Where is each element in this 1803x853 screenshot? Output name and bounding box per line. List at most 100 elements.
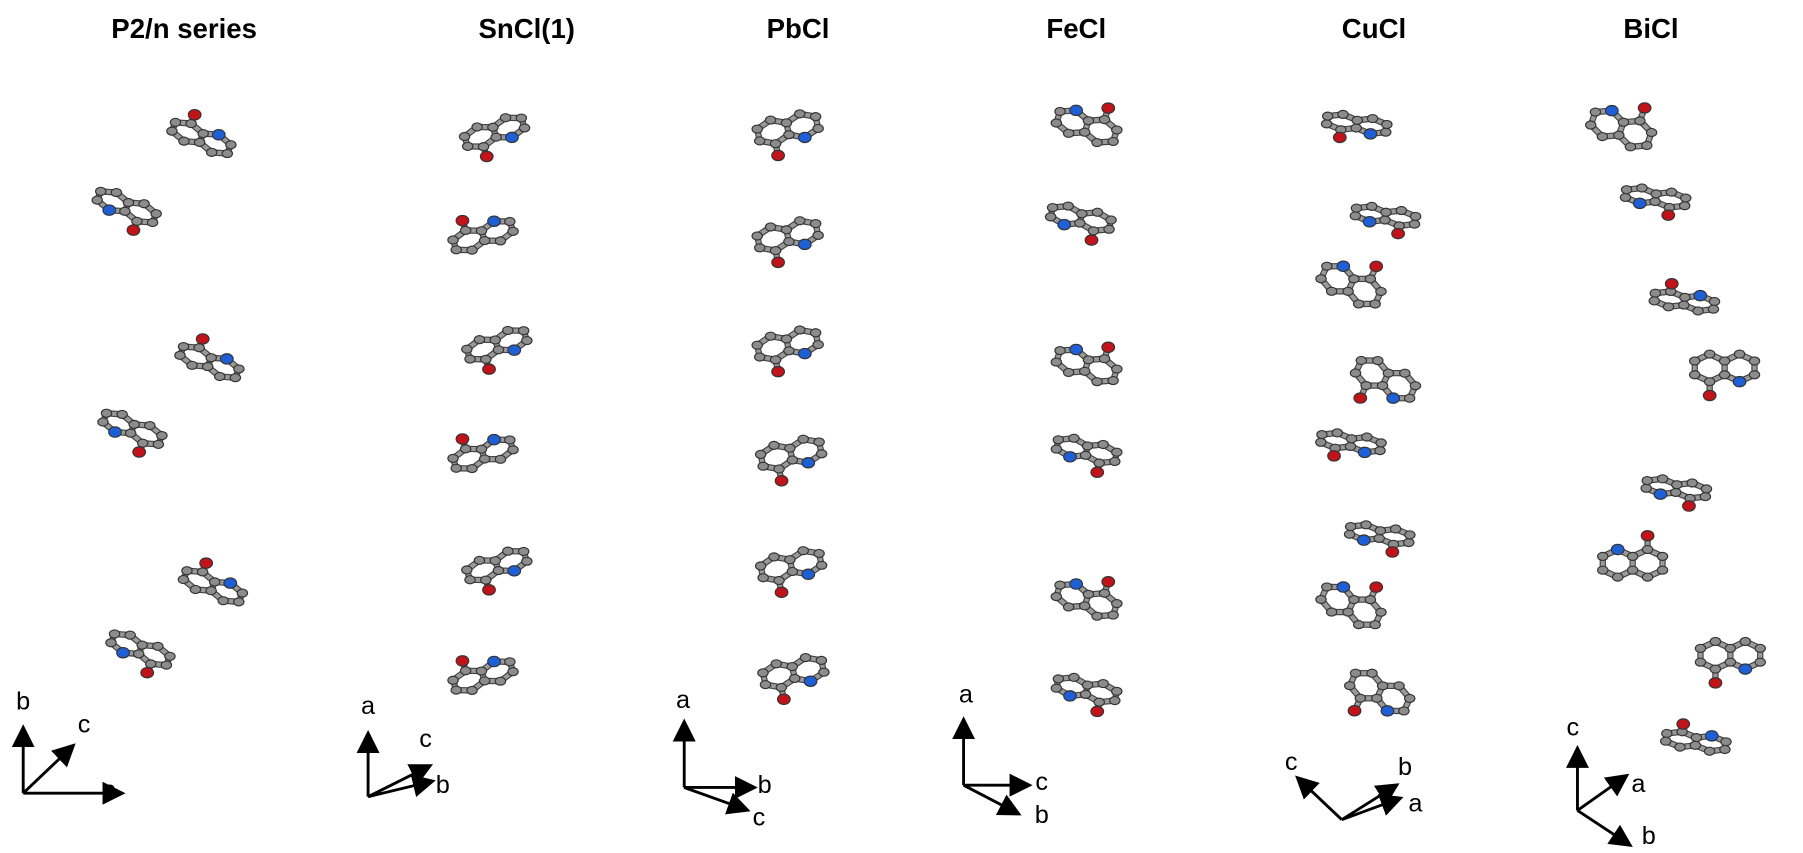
atom <box>120 207 130 215</box>
molecule <box>1045 202 1116 245</box>
molecule <box>755 435 826 486</box>
atom <box>778 694 791 704</box>
atom <box>1650 289 1660 297</box>
atom <box>490 557 500 565</box>
atom <box>1367 669 1377 677</box>
atom <box>1112 126 1122 134</box>
atom <box>1354 393 1367 403</box>
atom <box>1083 117 1093 125</box>
molecule <box>448 656 518 695</box>
atom <box>1625 143 1635 151</box>
atom <box>456 215 469 225</box>
atom <box>1671 488 1681 496</box>
atom <box>1657 552 1667 560</box>
atom <box>1390 525 1400 533</box>
atom <box>1410 212 1420 220</box>
atom <box>1733 376 1746 386</box>
atom <box>798 547 808 555</box>
atom <box>1063 603 1073 611</box>
page: bcaacbabcacbcbacab P2/n seriesSnCl(1)PbC… <box>0 0 1803 853</box>
atom <box>500 114 510 122</box>
atom <box>1354 300 1364 308</box>
axis-label: c <box>1567 714 1580 742</box>
atom <box>476 445 486 453</box>
axis-label: c <box>419 725 432 753</box>
atom <box>1322 583 1332 591</box>
atom <box>760 681 770 689</box>
figure: bcaacbabcacbcbacab P2/n seriesSnCl(1)PbC… <box>0 0 1803 853</box>
atom <box>1316 438 1326 446</box>
atom <box>479 677 489 685</box>
atom <box>770 356 780 364</box>
atom <box>1392 228 1405 238</box>
atom <box>755 137 765 145</box>
atom <box>522 557 532 565</box>
atom <box>1063 368 1073 376</box>
atom <box>1710 665 1720 673</box>
atom <box>1064 452 1077 462</box>
atom <box>795 326 805 334</box>
atom <box>1108 377 1118 385</box>
atom <box>1375 447 1385 455</box>
atom <box>798 132 811 142</box>
axis-label: a <box>959 680 974 708</box>
atom <box>1376 287 1386 295</box>
atom <box>456 656 469 666</box>
atom <box>1080 602 1090 610</box>
molecule <box>1586 103 1657 151</box>
atom <box>787 456 797 464</box>
atom <box>1110 457 1120 465</box>
atom <box>146 660 156 668</box>
molecule <box>459 114 529 162</box>
atom <box>1064 691 1077 701</box>
atom <box>1094 459 1104 467</box>
axis-label: a <box>1408 790 1423 818</box>
atom <box>1051 445 1061 453</box>
atom <box>784 131 794 139</box>
atom <box>1091 467 1104 477</box>
atom <box>138 439 148 447</box>
atom <box>1053 675 1063 683</box>
atom <box>1705 378 1715 386</box>
atom <box>98 418 108 426</box>
atom <box>505 217 515 225</box>
atom <box>448 676 458 684</box>
atom <box>1092 208 1102 216</box>
atom <box>813 341 823 349</box>
atom <box>813 124 823 132</box>
atom <box>1709 678 1722 688</box>
atom <box>1621 186 1631 194</box>
atom <box>814 438 824 446</box>
atom <box>1679 202 1689 210</box>
atom <box>1345 682 1355 690</box>
atom <box>167 127 177 135</box>
axis-label: b <box>436 771 450 799</box>
atom <box>182 567 192 575</box>
atom <box>1749 357 1759 365</box>
atom <box>1051 684 1061 692</box>
atom <box>1365 275 1375 283</box>
atom <box>508 345 521 355</box>
atom <box>1047 204 1057 212</box>
atom <box>1346 435 1356 443</box>
atom <box>765 332 775 340</box>
atom <box>785 444 795 452</box>
axis-label: c <box>1035 768 1048 796</box>
atom <box>505 436 515 444</box>
atom <box>1367 115 1377 123</box>
atom <box>1108 611 1118 619</box>
atom <box>1709 297 1719 305</box>
atom <box>109 427 122 437</box>
molecule <box>462 547 532 595</box>
atom <box>800 654 810 662</box>
atom <box>1102 342 1115 352</box>
molecule <box>1690 350 1760 401</box>
atom <box>758 462 768 470</box>
axis-arrow <box>684 787 745 809</box>
atom <box>765 116 775 124</box>
atom <box>802 569 815 579</box>
atom <box>467 246 477 254</box>
atom <box>1092 378 1102 386</box>
atom <box>1374 534 1384 542</box>
atom <box>1683 501 1696 511</box>
